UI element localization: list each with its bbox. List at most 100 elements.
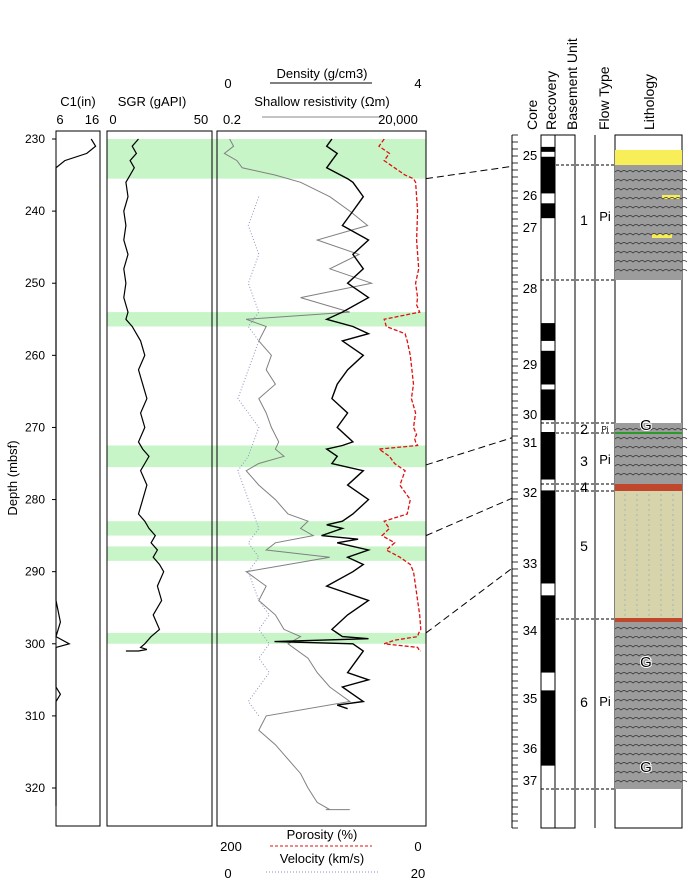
unit-label: 4 bbox=[580, 479, 588, 495]
core-label: 28 bbox=[523, 281, 537, 296]
lithology-wave bbox=[614, 188, 688, 191]
recovery-block bbox=[541, 432, 555, 480]
porosity-label: Porosity (%) bbox=[287, 827, 358, 842]
correlation-line bbox=[425, 437, 513, 466]
lithology-column-label: Lithology bbox=[641, 74, 657, 130]
lithology-wave bbox=[614, 636, 688, 639]
depth-tick-label: 290 bbox=[25, 565, 45, 579]
lithology-wave bbox=[614, 428, 688, 431]
flow-type-label: Pi bbox=[599, 694, 611, 709]
lithology-wave bbox=[614, 269, 688, 272]
core-label: 35 bbox=[523, 691, 537, 706]
recovery-column-label: Recovery bbox=[543, 71, 559, 130]
sgr-min-label: 0 bbox=[109, 112, 116, 127]
lithology-wave bbox=[614, 708, 688, 711]
lithology-wave bbox=[614, 753, 688, 756]
core-label: 29 bbox=[523, 357, 537, 372]
core-label: 33 bbox=[523, 556, 537, 571]
lithology-wave bbox=[614, 645, 688, 648]
lithology-wave bbox=[614, 464, 688, 467]
c1-max-label: 16 bbox=[85, 112, 99, 127]
lithology-red-band-2 bbox=[615, 618, 682, 622]
unit-label: 6 bbox=[580, 694, 588, 710]
porosity-max-label: 0 bbox=[414, 839, 421, 854]
resistivity-max-label: 20,000 bbox=[378, 112, 418, 127]
core-label: 32 bbox=[523, 485, 537, 500]
lithology-wave bbox=[614, 780, 688, 783]
lithology-red-band bbox=[615, 484, 682, 491]
lithology-wave bbox=[614, 672, 688, 675]
lithology-label: G bbox=[640, 654, 652, 671]
lithology-wave bbox=[614, 206, 688, 209]
lithology-wave bbox=[614, 260, 688, 263]
lithology-wave bbox=[614, 446, 688, 449]
depth-tick-label: 240 bbox=[25, 204, 45, 218]
lithology-wave bbox=[614, 681, 688, 684]
lithology-wave bbox=[614, 197, 688, 200]
recovery-block bbox=[541, 203, 555, 219]
velocity-min-label: 0 bbox=[224, 866, 231, 881]
core-column-label: Core bbox=[524, 99, 540, 130]
porosity-min-label: 200 bbox=[220, 839, 242, 854]
core-label: 37 bbox=[523, 773, 537, 788]
lithology-wave bbox=[614, 437, 688, 440]
unit-label: 2 bbox=[580, 421, 588, 437]
depth-tick-label: 300 bbox=[25, 637, 45, 651]
lithology-wave bbox=[614, 473, 688, 476]
sgr-max-label: 50 bbox=[194, 112, 208, 127]
lithology-wave bbox=[614, 726, 688, 729]
density-label: Density (g/cm3) bbox=[276, 66, 367, 81]
recovery-block bbox=[541, 690, 555, 766]
highlight-interval bbox=[107, 139, 426, 179]
lithology-wave bbox=[614, 654, 688, 657]
core-label: 30 bbox=[523, 407, 537, 422]
lithology-wave bbox=[614, 455, 688, 458]
lithology-gray-lower bbox=[615, 622, 682, 789]
recovery-block bbox=[541, 146, 555, 152]
c1-curve bbox=[55, 138, 97, 806]
depth-tick-label: 280 bbox=[25, 493, 45, 507]
density-min-label: 0 bbox=[224, 76, 231, 91]
highlight-interval bbox=[107, 312, 426, 327]
highlight-interval bbox=[107, 445, 426, 468]
highlight-interval bbox=[107, 521, 426, 536]
lithology-wave bbox=[614, 699, 688, 702]
resistivity-label: Shallow resistivity (Ωm) bbox=[254, 94, 389, 109]
c1-min-label: 6 bbox=[56, 112, 63, 127]
depth-tick-label: 230 bbox=[25, 132, 45, 146]
lithology-yellow-stripe-2 bbox=[652, 234, 672, 238]
correlation-line bbox=[425, 497, 513, 537]
flow-type-label: Pi bbox=[599, 452, 611, 467]
lithology-wave bbox=[614, 771, 688, 774]
velocity-label: Velocity (km/s) bbox=[280, 851, 365, 866]
lithology-wave bbox=[614, 690, 688, 693]
depth-tick-label: 320 bbox=[25, 781, 45, 795]
flow-type-column-label: Flow Type bbox=[596, 66, 612, 130]
recovery-block bbox=[541, 490, 555, 584]
highlight-interval bbox=[107, 632, 426, 644]
density-curve bbox=[274, 138, 372, 710]
core-label: 36 bbox=[523, 741, 537, 756]
lithology-wave bbox=[614, 251, 688, 254]
recovery-block bbox=[541, 389, 555, 421]
core-label: 26 bbox=[523, 188, 537, 203]
core-label: 27 bbox=[523, 220, 537, 235]
velocity-max-label: 20 bbox=[411, 866, 425, 881]
lithology-tan-unit bbox=[615, 491, 682, 619]
recovery-block bbox=[541, 156, 555, 194]
lithology-gray-upper bbox=[615, 165, 682, 280]
depth-tick-label: 260 bbox=[25, 348, 45, 362]
porosity-curve bbox=[377, 138, 422, 652]
resistivity-min-label: 0.2 bbox=[223, 112, 241, 127]
density-max-label: 4 bbox=[414, 76, 421, 91]
flow-type-label: Pi bbox=[601, 425, 608, 434]
lithology-yellow-top bbox=[615, 150, 682, 165]
correlation-line bbox=[425, 165, 513, 180]
lithology-wave bbox=[614, 717, 688, 720]
depth-tick-label: 270 bbox=[25, 420, 45, 434]
unit-label: 1 bbox=[580, 212, 588, 228]
lithology-wave bbox=[614, 224, 688, 227]
resistivity-track-frame bbox=[216, 130, 427, 827]
resistivity-curve bbox=[223, 138, 374, 811]
core-label: 34 bbox=[523, 623, 537, 638]
